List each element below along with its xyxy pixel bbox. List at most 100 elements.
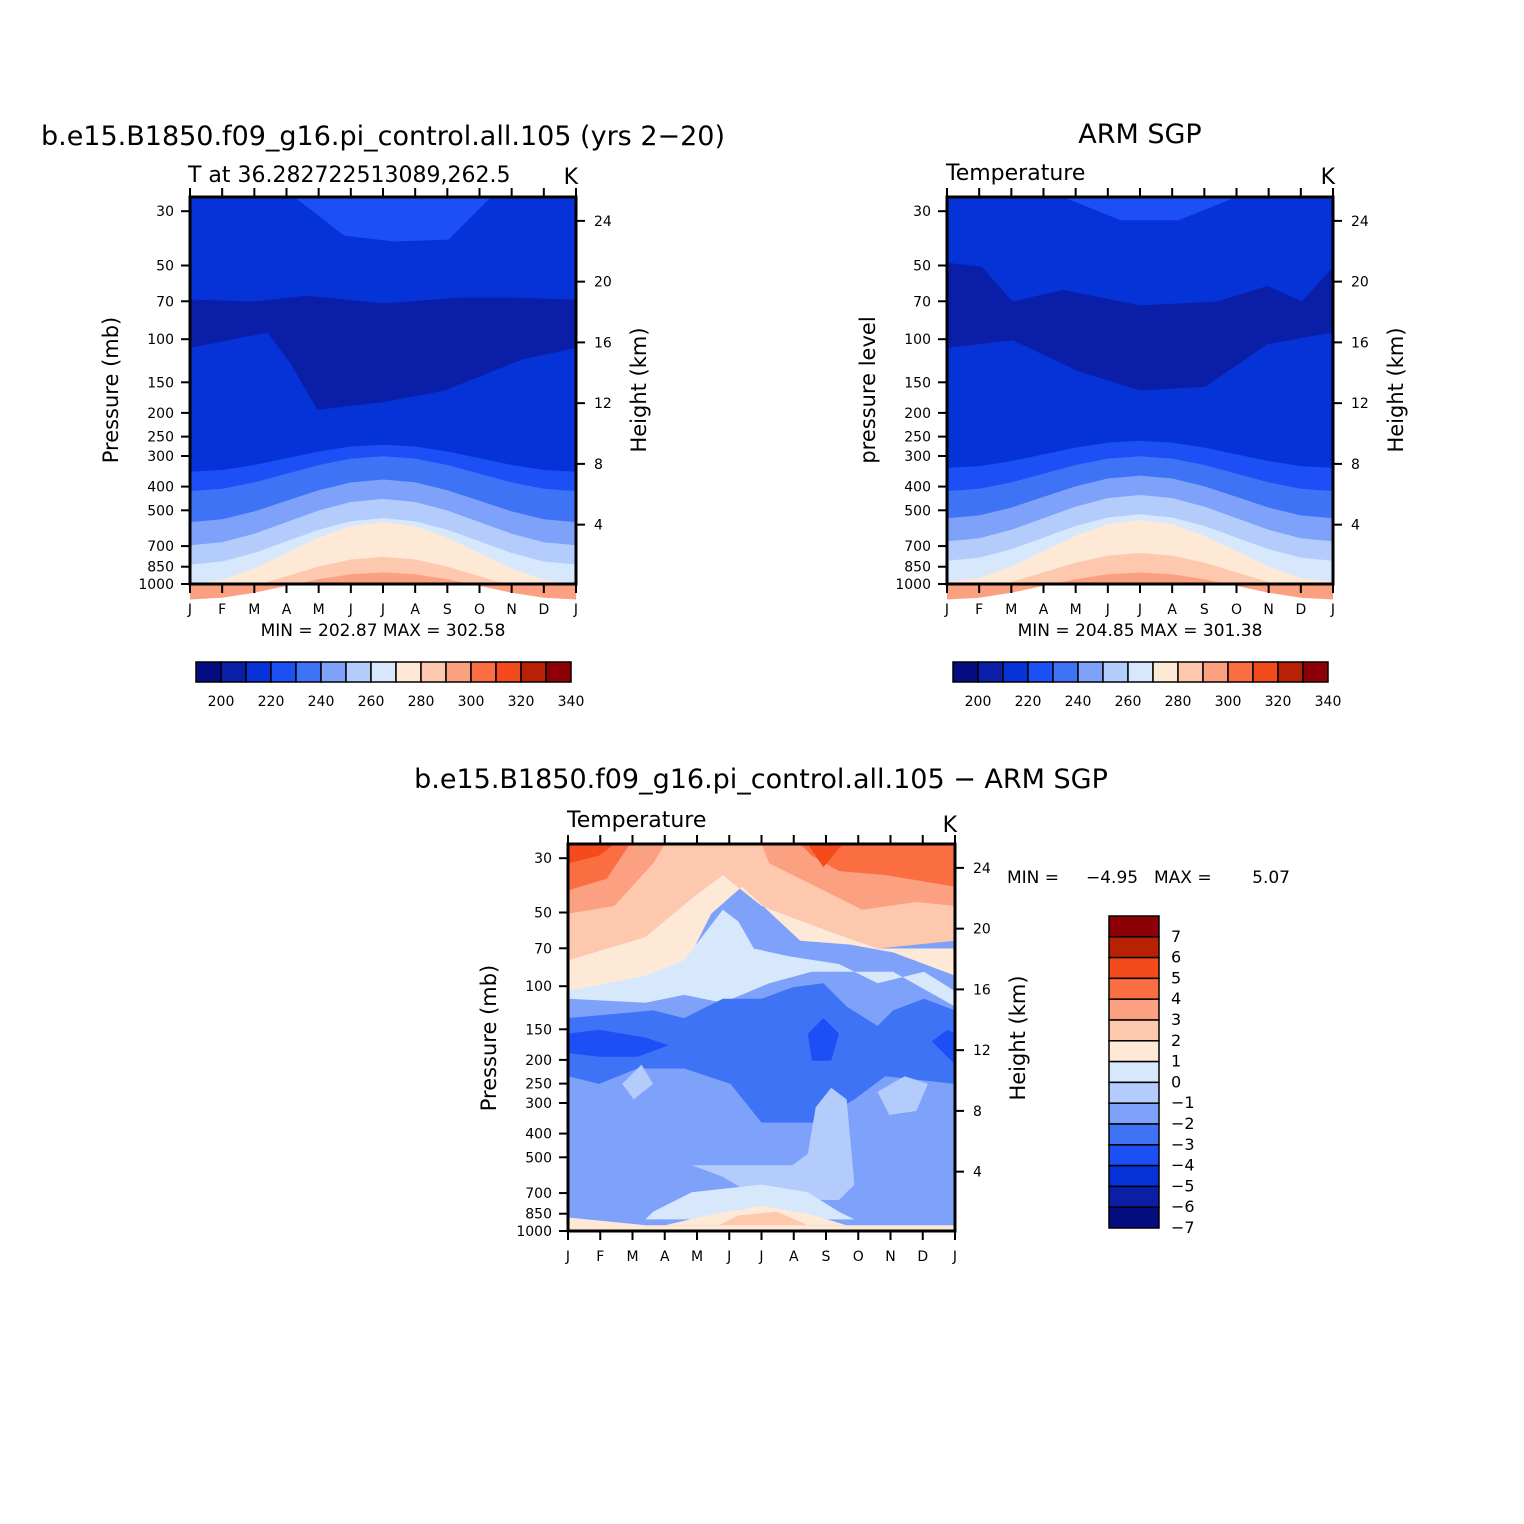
- panel-2-ytick-label: 300: [904, 449, 931, 465]
- panel-1-xtick-label: A: [410, 602, 420, 618]
- panel-3-colorbar: 7 65 4 3 2 10 −1 −2 −3 −4−5 −6 −7: [1108, 915, 1195, 1237]
- panel-1-colorbar-swatch: [245, 661, 272, 683]
- panel-2-level-230-upper: [947, 197, 1333, 221]
- panel-3-level-m2a: [622, 1064, 654, 1100]
- panel-observed: ARM SGP Temperature K J F M A M J J A S O N D J 30 50 7…: [856, 119, 1408, 710]
- panel-2-xtick-label: A: [1167, 602, 1177, 618]
- panel-1-colorbar-swatch: [370, 661, 397, 683]
- panel-1-colorbar-swatch: [320, 661, 347, 683]
- panel-2-ytick-label: 1000: [895, 577, 931, 593]
- panel-3-level-p4b: [807, 844, 843, 868]
- panel-1-ylabel-right: Height (km): [627, 327, 651, 452]
- panel-3-colorbar-label: −5: [1171, 1176, 1195, 1195]
- panel-1-colorbar-swatch: [520, 661, 547, 683]
- panel-2-ytick-label: 400: [904, 480, 931, 496]
- panel-3-ytick-right-label: 20: [973, 922, 991, 938]
- panel-3-level-p3: [568, 844, 955, 891]
- panel-2-colorbar-swatch: [1027, 661, 1054, 683]
- panel-3-colorbar-swatch: [1108, 1185, 1160, 1208]
- panel-3-colorbar-swatch: [1108, 1123, 1160, 1146]
- panel-1-colorbar-label: 240: [308, 694, 335, 710]
- panel-3-colorbar-swatch: [1108, 1144, 1160, 1167]
- panel-1-colorbar-label: 200: [208, 694, 235, 710]
- panel-2-colorbar-swatch: [1127, 661, 1154, 683]
- panel-3-level-m2b: [877, 1076, 928, 1115]
- panel-1-xtick-label: S: [443, 602, 452, 618]
- panel-2-ytick-label: 250: [904, 430, 931, 446]
- panel-2-level-220-upper: [947, 197, 1333, 306]
- panel-2-subtitle: Temperature: [945, 161, 1085, 186]
- panel-2-ytick-label: 700: [904, 539, 931, 555]
- panel-3-min-value: −4.95: [1086, 868, 1138, 888]
- panel-2-colorbar-label: 240: [1065, 694, 1092, 710]
- panel-3-level-p1b: [715, 1211, 808, 1228]
- panel-3-level-m4: [568, 983, 955, 1123]
- panel-3-level-0c: [568, 1217, 955, 1231]
- panel-1-colorbar-label: 280: [408, 694, 435, 710]
- panel-1-colorbar-swatch: [495, 661, 522, 683]
- panel-3-colorbar-swatch: [1108, 1102, 1160, 1125]
- panel-1-xtick-label: J: [348, 602, 353, 618]
- panel-1-colorbar: 200 220 240 260 280 300 320 340: [195, 661, 584, 710]
- panel-1-colorbar-swatch: [220, 661, 247, 683]
- panel-3-colorbar-swatch: [1108, 998, 1160, 1021]
- panel-3-xtick-label: J: [758, 1249, 763, 1265]
- panel-3-colorbar-swatch: [1108, 1019, 1160, 1042]
- panel-3-colorbar-label: 0: [1171, 1072, 1181, 1091]
- panel-3-colorbar-label: −4: [1171, 1156, 1195, 1175]
- panel-1-ytick-label: 300: [147, 449, 174, 465]
- panel-1-level-220-upper: [190, 197, 576, 304]
- panel-3-ytick-right-label: 24: [973, 861, 991, 877]
- panel-2-ytick-label: 70: [913, 294, 931, 310]
- panel-2-ytick-right-label: 12: [1351, 396, 1369, 412]
- panel-2-ytick-right-label: 24: [1351, 214, 1369, 230]
- panel-1-xtick-label: O: [474, 602, 485, 618]
- panel-2-xtick-label: A: [1039, 602, 1049, 618]
- panel-2-contour-fill: [947, 197, 1333, 600]
- panel-3-colorbar-label: −7: [1171, 1218, 1195, 1237]
- panel-3-colorbar-swatch: [1108, 915, 1160, 938]
- panel-2-colorbar-swatch: [952, 661, 979, 683]
- panel-1-contour-fill: [190, 197, 576, 600]
- panel-2-colorbar-label: 320: [1265, 694, 1292, 710]
- panel-2-xtick-label: J: [1105, 602, 1110, 618]
- panel-1-level-280: [190, 522, 576, 584]
- panel-2-ytick-label: 200: [904, 406, 931, 422]
- panel-1-colorbar-label: 220: [258, 694, 285, 710]
- panel-3-xtick-label: J: [952, 1249, 957, 1265]
- panel-2-ytick-label: 500: [904, 503, 931, 519]
- panel-1-ytick-right-label: 8: [594, 457, 603, 473]
- panel-2-colorbar: 200 220 240 260 280 300 320 340: [952, 661, 1342, 710]
- panel-3-ytick-label: 300: [525, 1096, 552, 1112]
- panel-3-level-p4a: [568, 844, 615, 864]
- panel-1-xtick-label: M: [248, 602, 260, 618]
- panel-3-colorbar-swatch: [1108, 936, 1160, 959]
- panel-2-xtick-label: J: [944, 602, 949, 618]
- panel-3-xtick-label: F: [596, 1249, 604, 1265]
- panel-2-colorbar-swatch: [1052, 661, 1079, 683]
- panel-1-ytick-right-label: 12: [594, 396, 612, 412]
- panel-1-colorbar-swatch: [270, 661, 297, 683]
- panel-3-colorbar-swatch: [1108, 1060, 1160, 1084]
- panel-2-minmax: MIN = 204.85 MAX = 301.38: [1018, 621, 1263, 641]
- panel-1-units: K: [564, 165, 579, 190]
- panel-1-colorbar-label: 260: [358, 694, 385, 710]
- panel-1-ytick-label: 1000: [138, 577, 174, 593]
- panel-1-ytick-label: 200: [147, 406, 174, 422]
- panel-1-ytick-label: 100: [147, 332, 174, 348]
- panel-1-ytick-label: 150: [147, 375, 174, 391]
- panel-1-minmax: MIN = 202.87 MAX = 302.58: [261, 621, 506, 641]
- panel-2-ylabel: pressure level: [856, 316, 880, 463]
- panel-3-ytick-right-label: 16: [973, 982, 991, 998]
- panel-2-colorbar-label: 340: [1315, 694, 1342, 710]
- panel-3-ytick-label: 100: [525, 979, 552, 995]
- panel-2-xtick-label: N: [1263, 602, 1273, 618]
- panel-1-colorbar-swatch: [345, 661, 372, 683]
- panel-2-colorbar-label: 300: [1215, 694, 1242, 710]
- panel-3-colorbar-label: −6: [1171, 1197, 1195, 1216]
- panel-3-subtitle: Temperature: [566, 808, 706, 833]
- panel-3-level-m5a: [568, 1029, 669, 1057]
- panel-1-colorbar-swatch: [445, 661, 472, 683]
- panel-1-ytick-right-label: 24: [594, 214, 612, 230]
- panel-3-level-m2c: [691, 1087, 855, 1200]
